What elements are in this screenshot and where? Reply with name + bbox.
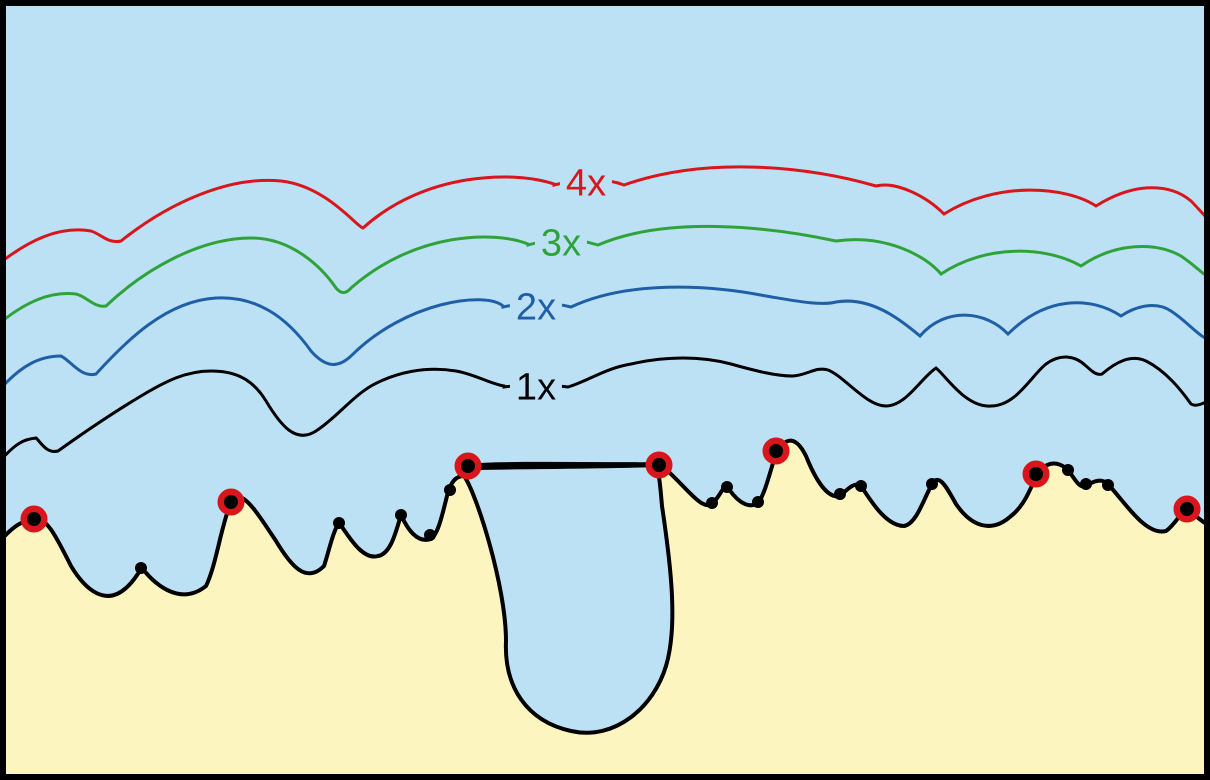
peak-marker-small (1080, 478, 1092, 490)
peak-marker-small (424, 529, 436, 541)
peak-marker-dot (1029, 467, 1043, 481)
peak-marker-small (706, 497, 718, 509)
peak-marker-small (834, 488, 846, 500)
peak-marker-small (926, 478, 938, 490)
label-1x: 1x (510, 367, 562, 410)
peak-marker-small (333, 517, 345, 529)
peak-marker-dot (652, 458, 666, 472)
peak-marker-small (1102, 479, 1114, 491)
peak-marker-small (135, 562, 147, 574)
curve-3x (6, 226, 1204, 326)
peak-marker-dot (27, 512, 41, 526)
peak-marker-small (752, 496, 764, 508)
peak-marker-dot (769, 444, 783, 458)
peak-marker-small (395, 509, 407, 521)
peak-marker-small (444, 484, 456, 496)
diagram-frame: 4x 3x 2x 1x (0, 0, 1210, 780)
coastline-shape (6, 441, 1204, 774)
peak-marker-dot (461, 459, 475, 473)
peak-marker-small (1062, 464, 1074, 476)
peak-marker-dot (1180, 502, 1194, 516)
peak-marker-small (721, 481, 733, 493)
label-3x: 3x (535, 223, 587, 266)
label-4x: 4x (560, 163, 612, 206)
label-2x: 2x (510, 287, 562, 330)
curve-1x (6, 357, 1204, 466)
peak-marker-dot (224, 495, 238, 509)
peak-marker-small (855, 480, 867, 492)
curve-2x (6, 287, 1204, 394)
scene-svg (6, 6, 1204, 774)
